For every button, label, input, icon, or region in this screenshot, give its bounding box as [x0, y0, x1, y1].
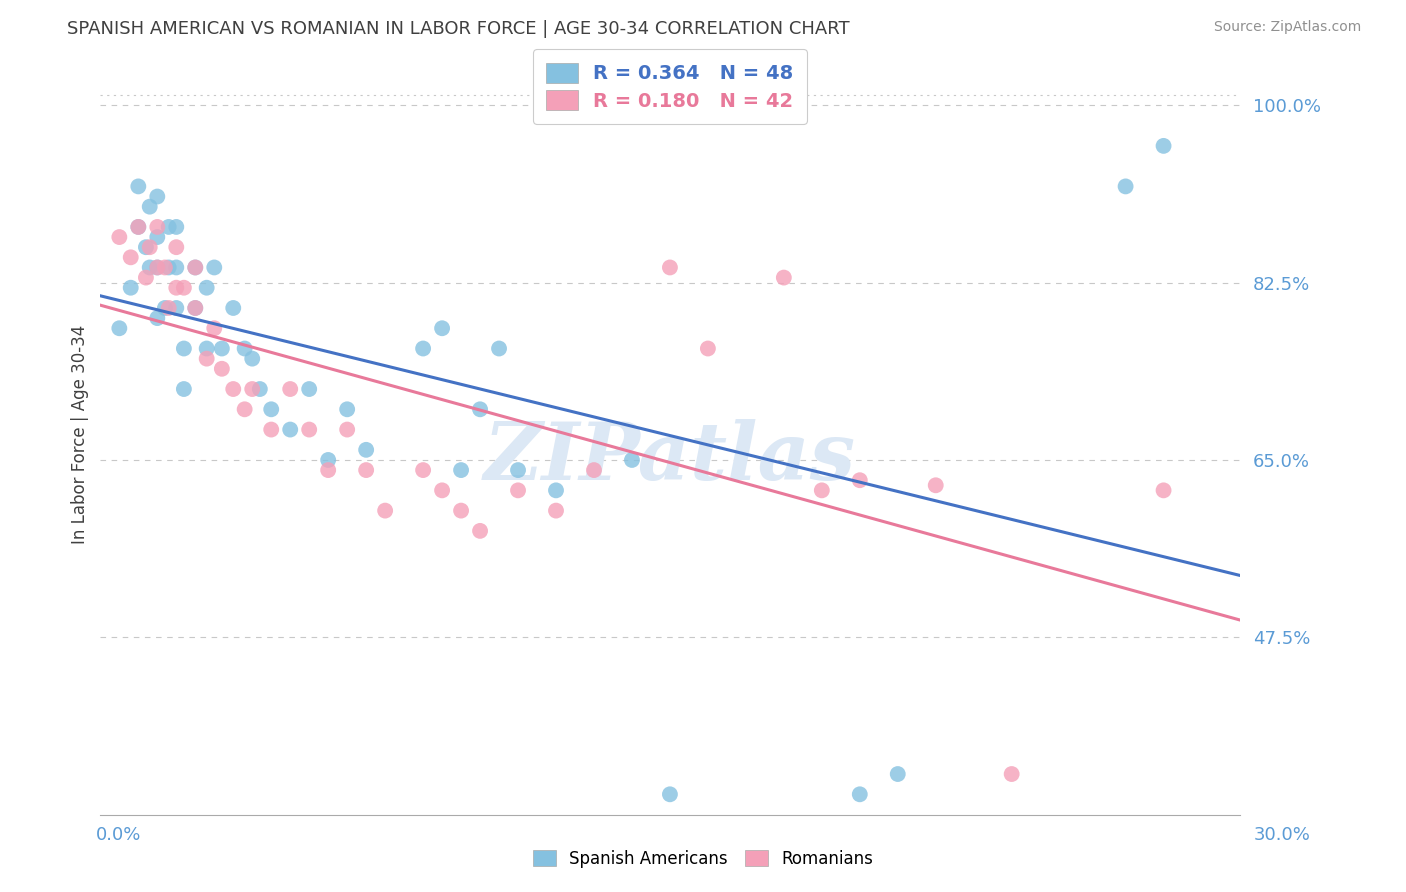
Point	[430, 321, 453, 335]
Point	[354, 442, 377, 457]
Point	[374, 503, 396, 517]
Text: 0.0%: 0.0%	[96, 826, 141, 844]
Point	[173, 281, 195, 295]
Point	[138, 200, 160, 214]
Point	[184, 301, 207, 315]
Point	[1153, 483, 1175, 498]
Point	[925, 478, 948, 492]
Point	[165, 240, 187, 254]
Legend: R = 0.364   N = 48, R = 0.180   N = 42: R = 0.364 N = 48, R = 0.180 N = 42	[533, 49, 807, 124]
Point	[153, 301, 176, 315]
Point	[184, 260, 207, 275]
Point	[157, 260, 180, 275]
Point	[298, 382, 321, 396]
Point	[108, 230, 131, 244]
Point	[184, 260, 207, 275]
Point	[146, 189, 169, 203]
Point	[278, 382, 301, 396]
Text: Source: ZipAtlas.com: Source: ZipAtlas.com	[1213, 20, 1361, 34]
Point	[233, 342, 256, 356]
Point	[1001, 767, 1024, 781]
Point	[146, 260, 169, 275]
Point	[195, 281, 218, 295]
Point	[195, 342, 218, 356]
Point	[240, 382, 263, 396]
Point	[127, 179, 149, 194]
Point	[165, 281, 187, 295]
Point	[222, 382, 245, 396]
Point	[127, 219, 149, 234]
Legend: Spanish Americans, Romanians: Spanish Americans, Romanians	[526, 844, 880, 875]
Point	[412, 463, 434, 477]
Point	[222, 301, 245, 315]
Y-axis label: In Labor Force | Age 30-34: In Labor Force | Age 30-34	[72, 325, 89, 544]
Text: SPANISH AMERICAN VS ROMANIAN IN LABOR FORCE | AGE 30-34 CORRELATION CHART: SPANISH AMERICAN VS ROMANIAN IN LABOR FO…	[67, 20, 851, 37]
Point	[157, 301, 180, 315]
Point	[278, 423, 301, 437]
Point	[260, 402, 283, 417]
Point	[202, 321, 225, 335]
Point	[430, 483, 453, 498]
Text: 30.0%: 30.0%	[1254, 826, 1310, 844]
Point	[316, 463, 339, 477]
Point	[450, 463, 472, 477]
Point	[157, 219, 180, 234]
Point	[195, 351, 218, 366]
Point	[811, 483, 834, 498]
Point	[1153, 139, 1175, 153]
Point	[620, 453, 643, 467]
Point	[849, 787, 872, 801]
Point	[849, 473, 872, 487]
Point	[138, 240, 160, 254]
Point	[165, 260, 187, 275]
Point	[412, 342, 434, 356]
Point	[120, 281, 142, 295]
Point	[135, 270, 157, 285]
Point	[211, 342, 233, 356]
Point	[316, 453, 339, 467]
Point	[108, 321, 131, 335]
Point	[488, 342, 510, 356]
Point	[450, 503, 472, 517]
Point	[173, 342, 195, 356]
Point	[127, 219, 149, 234]
Point	[233, 402, 256, 417]
Point	[260, 423, 283, 437]
Point	[544, 503, 567, 517]
Point	[658, 787, 681, 801]
Point	[506, 483, 529, 498]
Point	[249, 382, 271, 396]
Point	[202, 260, 225, 275]
Point	[468, 524, 491, 538]
Point	[336, 402, 359, 417]
Point	[184, 301, 207, 315]
Point	[165, 301, 187, 315]
Point	[336, 423, 359, 437]
Point	[582, 463, 605, 477]
Point	[211, 361, 233, 376]
Point	[658, 260, 681, 275]
Point	[138, 260, 160, 275]
Point	[506, 463, 529, 477]
Point	[240, 351, 263, 366]
Point	[120, 250, 142, 264]
Point	[354, 463, 377, 477]
Point	[146, 219, 169, 234]
Point	[135, 240, 157, 254]
Point	[298, 423, 321, 437]
Point	[468, 402, 491, 417]
Point	[887, 767, 910, 781]
Point	[696, 342, 718, 356]
Point	[146, 311, 169, 326]
Point	[173, 382, 195, 396]
Point	[146, 260, 169, 275]
Point	[153, 260, 176, 275]
Point	[146, 230, 169, 244]
Point	[772, 270, 794, 285]
Point	[165, 219, 187, 234]
Point	[544, 483, 567, 498]
Text: ZIPatlas: ZIPatlas	[484, 418, 856, 496]
Point	[1115, 179, 1137, 194]
